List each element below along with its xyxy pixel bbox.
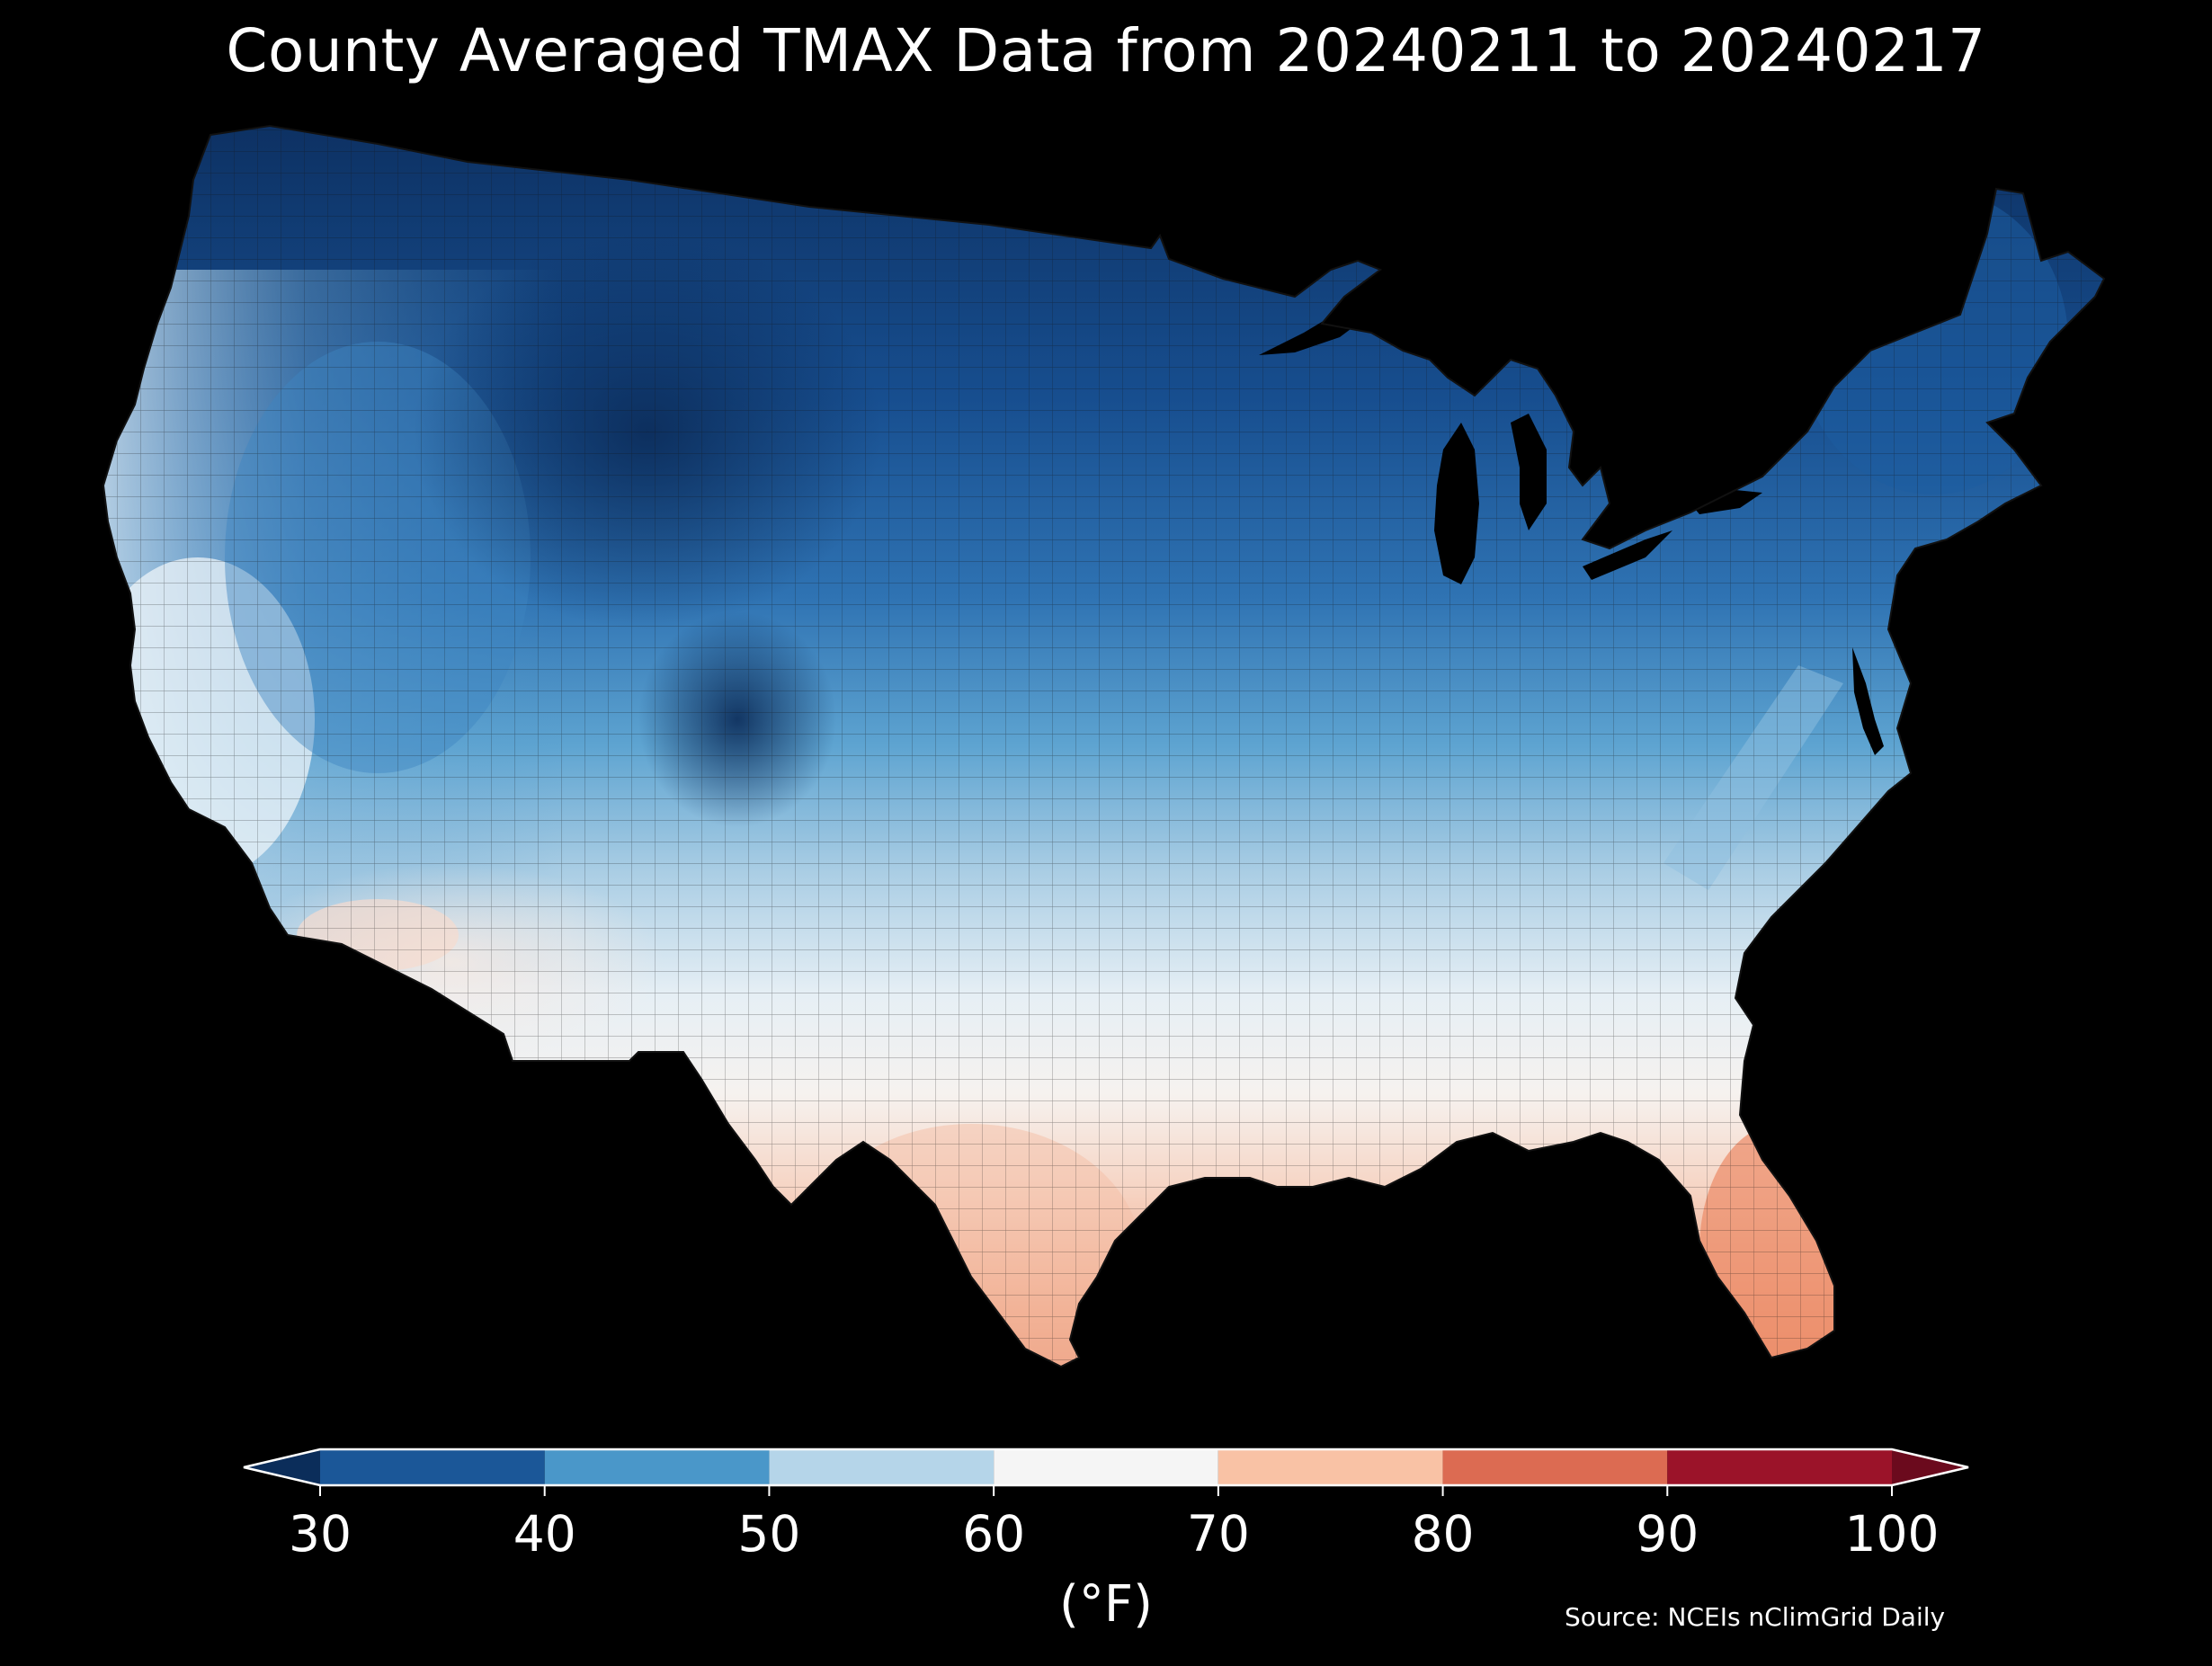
colorbar-tick-label: 40 <box>513 1505 576 1563</box>
colorbar-bin-40-50 <box>544 1449 770 1485</box>
colorbar-over-extension <box>1892 1449 1968 1485</box>
colorbar-tick-label: 50 <box>737 1505 800 1563</box>
colorbar-tick-label: 30 <box>289 1505 352 1563</box>
map-title: County Averaged TMAX Data from 20240211 … <box>226 16 1986 85</box>
colorbar-tick-label: 70 <box>1187 1505 1250 1563</box>
colorbar-tick-label: 90 <box>1636 1505 1699 1563</box>
colorbar-bin-90-100 <box>1667 1449 1892 1485</box>
colorbar-under-extension <box>244 1449 320 1485</box>
colorbar-tick-label: 100 <box>1845 1505 1940 1563</box>
colorbar-bin-50-60 <box>769 1449 995 1485</box>
colorbar-bin-70-80 <box>1217 1449 1443 1485</box>
colorbar-bin-60-70 <box>994 1449 1218 1485</box>
lake-ontario <box>1690 490 1762 514</box>
colorbar-tick-label: 80 <box>1412 1505 1475 1563</box>
lake-michigan <box>1434 423 1479 584</box>
colorbar-bin-80-90 <box>1442 1449 1668 1485</box>
colorbar-bin-30-40 <box>320 1449 545 1485</box>
chesapeake-bay <box>1852 647 1884 755</box>
lake-superior <box>1259 288 1385 355</box>
lake-erie <box>1583 530 1672 580</box>
colorbar-tick-label: 60 <box>962 1505 1025 1563</box>
colorbar-units-label: (°F) <box>1059 1575 1153 1634</box>
source-attribution: Source: NCEIs nClimGrid Daily <box>1565 1602 1946 1632</box>
lake-huron <box>1511 414 1547 530</box>
great-lakes <box>1259 288 1762 584</box>
